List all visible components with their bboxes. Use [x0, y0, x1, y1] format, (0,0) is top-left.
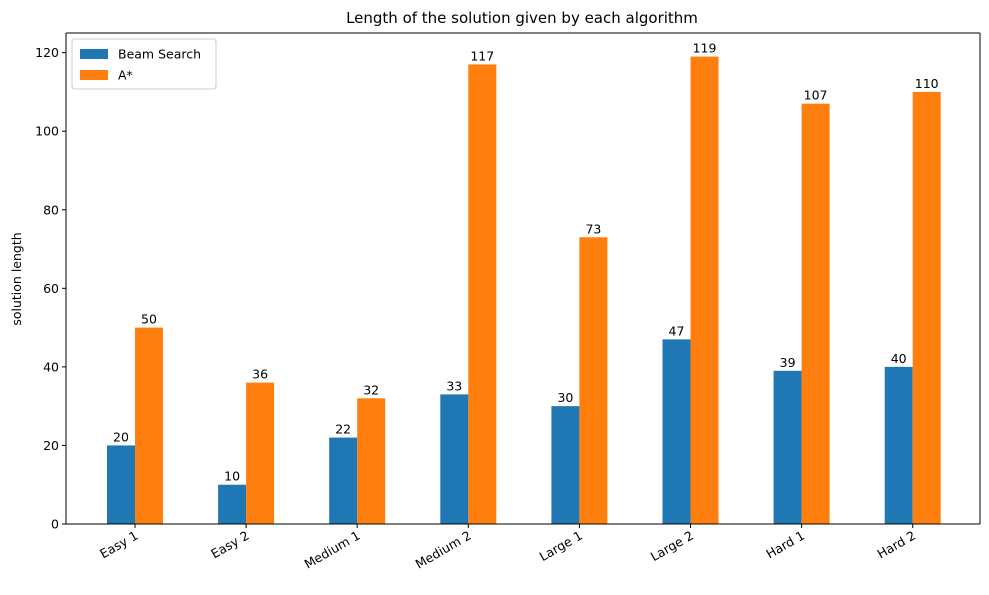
- data-label-beam-search-6: 39: [780, 355, 796, 370]
- bar-a-star-5: [690, 56, 719, 525]
- data-label-beam-search-7: 40: [891, 351, 907, 366]
- bar-a-star-2: [357, 398, 386, 524]
- legend: Beam Search A*: [71, 38, 217, 90]
- bar-beam-search-4: [551, 406, 580, 524]
- bar-beam-search-7: [884, 366, 913, 524]
- bar-a-star-3: [468, 64, 497, 524]
- x-tick-label-2: Medium 1: [302, 528, 363, 572]
- data-label-a-star-6: 107: [804, 88, 828, 103]
- bar-beam-search-5: [662, 339, 691, 524]
- data-label-a-star-3: 117: [470, 48, 494, 63]
- x-tick-label-6: Hard 1: [763, 528, 807, 562]
- legend-entry-a-star: A*: [118, 68, 133, 83]
- data-label-a-star-1: 36: [252, 367, 268, 382]
- bar-a-star-1: [246, 382, 275, 524]
- data-label-beam-search-0: 20: [113, 429, 129, 444]
- bar-beam-search-6: [773, 370, 802, 524]
- y-tick-label-1: 20: [43, 438, 59, 453]
- x-tick-label-3: Medium 2: [413, 528, 474, 572]
- bar-beam-search-0: [107, 445, 135, 524]
- bar-a-star-4: [579, 237, 608, 525]
- x-tick-label-7: Hard 2: [874, 528, 918, 562]
- data-label-a-star-2: 32: [363, 382, 379, 397]
- data-label-a-star-4: 73: [585, 221, 601, 236]
- chart-title: Length of the solution given by each alg…: [346, 9, 698, 27]
- y-tick-label-2: 40: [43, 359, 59, 374]
- x-tick-label-1: Easy 2: [208, 528, 251, 562]
- y-axis-label: solution length: [9, 232, 24, 325]
- bar-beam-search-2: [329, 437, 358, 524]
- x-tick-label-4: Large 1: [537, 528, 585, 565]
- plot-area: 20 10 22 33 30 47 39 40 50 36 32 117 73 119 107 110 0 20 4…: [35, 32, 981, 572]
- legend-swatch-a-star: [80, 70, 108, 80]
- bar-a-star-7: [912, 91, 941, 525]
- y-tick-label-4: 80: [43, 202, 59, 217]
- data-label-beam-search-1: 10: [224, 469, 240, 484]
- bar-beam-search-1: [218, 484, 247, 524]
- data-label-a-star-0: 50: [141, 312, 157, 327]
- bar-a-star-0: [135, 327, 163, 524]
- data-label-beam-search-3: 33: [446, 378, 462, 393]
- x-tick-label-5: Large 2: [648, 528, 696, 565]
- legend-swatch-beam-search: [80, 49, 108, 59]
- data-label-beam-search-5: 47: [669, 323, 685, 338]
- y-tick-label-0: 0: [51, 517, 59, 532]
- data-label-beam-search-2: 22: [335, 422, 351, 437]
- legend-entry-beam-search: Beam Search: [118, 47, 201, 62]
- x-tick-label-0: Easy 1: [97, 528, 140, 562]
- bar-a-star-6: [801, 103, 830, 524]
- data-label-beam-search-4: 30: [557, 390, 573, 405]
- data-label-a-star-5: 119: [693, 41, 717, 56]
- y-tick-label-3: 60: [43, 281, 59, 296]
- y-tick-label-6: 120: [35, 45, 59, 60]
- data-label-a-star-7: 110: [915, 76, 939, 91]
- bar-beam-search-3: [440, 394, 469, 524]
- y-tick-label-5: 100: [35, 124, 59, 139]
